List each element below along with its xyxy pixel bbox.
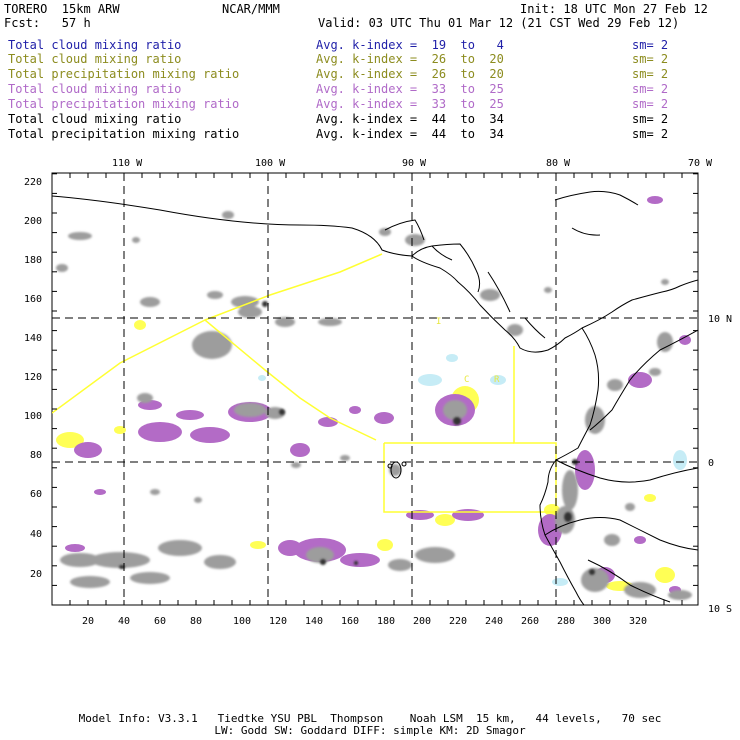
y-tick-label: 40: [30, 529, 42, 540]
legend-index: Avg. k-index = 44 to 34: [316, 127, 504, 141]
legend-index: Avg. k-index = 26 to 20: [316, 52, 504, 66]
model-info-line: Model Info: V3.3.1 Tiedtke YSU PBL Thomp…: [78, 712, 662, 725]
cyan-patches: [258, 354, 687, 586]
y-tick-label: 100: [24, 411, 42, 422]
legend-sm: sm= 2: [632, 127, 669, 141]
y-tick-label: 180: [24, 255, 42, 266]
legend-field: Total cloud mixing ratio: [8, 38, 182, 52]
x-tick-label: 320: [629, 616, 647, 627]
forecast-hour: Fcst: 57 h: [4, 16, 91, 30]
org-title: NCAR/MMM: [222, 2, 280, 16]
x-tick-label: 40: [118, 616, 130, 627]
x-tick-label: 200: [413, 616, 431, 627]
legend-field: Total precipitation mixing ratio: [8, 97, 240, 111]
lon-label: 80 W: [546, 158, 571, 169]
x-tick-label: 160: [341, 616, 359, 627]
plot-frame: [51, 172, 699, 606]
x-tick-label: 180: [377, 616, 395, 627]
lon-label: 110 W: [112, 158, 143, 169]
x-tick-label: 140: [305, 616, 323, 627]
legend-sm: sm= 2: [632, 112, 669, 126]
x-tick-label: 220: [449, 616, 467, 627]
coastlines: [52, 190, 698, 605]
model-title: TORERO 15km ARW: [4, 2, 120, 16]
x-tick-label: 100: [233, 616, 251, 627]
legend-index: Avg. k-index = 19 to 4: [316, 38, 504, 52]
valid-time: Valid: 03 UTC Thu 01 Mar 12 (21 CST Wed …: [318, 16, 680, 30]
x-tick-label: 20: [82, 616, 94, 627]
x-tick-label: 280: [557, 616, 575, 627]
x-tick-label: 300: [593, 616, 611, 627]
lat-label: 10 S: [708, 604, 732, 615]
lat-label: 0: [708, 458, 714, 469]
lat-lon-grid: [52, 173, 698, 605]
y-tick-label: 20: [30, 569, 42, 580]
x-tick-label: 240: [485, 616, 503, 627]
legend-sm: sm= 2: [632, 67, 669, 81]
domain-outlines: [52, 253, 557, 513]
y-tick-label: 140: [24, 333, 42, 344]
x-tick-label: 260: [521, 616, 539, 627]
legend-index: Avg. k-index = 33 to 25: [316, 82, 504, 96]
physics-info-line: LW: Godd SW: Goddard DIFF: simple KM: 2D…: [214, 724, 526, 737]
y-tick-label: 120: [24, 372, 42, 383]
legend-sm: sm= 2: [632, 52, 669, 66]
legend-field: Total precipitation mixing ratio: [8, 67, 240, 81]
legend-index: Avg. k-index = 26 to 20: [316, 67, 504, 81]
legend-sm: sm= 2: [632, 82, 669, 96]
y-tick-label: 200: [24, 216, 42, 227]
init-time: Init: 18 UTC Mon 27 Feb 12: [520, 2, 708, 16]
y-tick-label: 220: [24, 177, 42, 188]
lon-label: 70 W: [688, 158, 713, 169]
legend-field: Total precipitation mixing ratio: [8, 127, 240, 141]
legend-sm: sm= 2: [632, 97, 669, 111]
yellow-patches: [56, 320, 675, 591]
lat-label: 10 N: [708, 314, 732, 325]
axis-labels: 110 W 100 W 90 W 80 W 70 W 10 N 0 10 S 2…: [24, 158, 732, 627]
x-tick-label: 120: [269, 616, 287, 627]
x-tick-label: 60: [154, 616, 166, 627]
map-label-3: R: [494, 375, 500, 385]
tick-marks: [51, 173, 698, 606]
map-label-2: C: [464, 375, 469, 385]
x-tick-label: 80: [190, 616, 202, 627]
dark-cores: [119, 301, 595, 575]
map-label-1: I: [436, 317, 441, 327]
legend-sm: sm= 2: [632, 38, 669, 52]
y-tick-label: 160: [24, 294, 42, 305]
gray-patches: [56, 211, 692, 600]
lon-label: 90 W: [402, 158, 427, 169]
legend-index: Avg. k-index = 44 to 34: [316, 112, 504, 126]
legend-field: Total cloud mixing ratio: [8, 52, 182, 66]
y-tick-label: 80: [30, 450, 42, 461]
lon-label: 100 W: [255, 158, 286, 169]
y-tick-label: 60: [30, 489, 42, 500]
legend-field: Total cloud mixing ratio: [8, 112, 182, 126]
legend-index: Avg. k-index = 33 to 25: [316, 97, 504, 111]
legend-field: Total cloud mixing ratio: [8, 82, 182, 96]
